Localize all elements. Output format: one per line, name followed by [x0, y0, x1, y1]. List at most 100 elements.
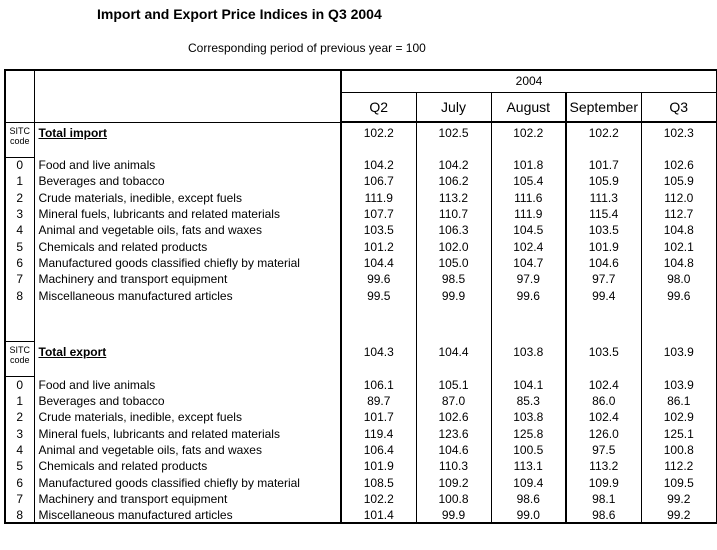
index-value-cell: 101.7	[340, 409, 416, 426]
index-value-cell: 104.6	[565, 254, 641, 272]
index-value-cell: 99.2	[640, 507, 717, 524]
index-value-cell: 102.6	[640, 157, 717, 174]
index-value-cell: 101.8	[490, 157, 566, 174]
total-value-cell: 104.4	[415, 341, 491, 377]
sitc-code-cell: 5	[16, 239, 24, 254]
header-row-months: Q2 July August September Q3	[5, 92, 717, 123]
index-value-cell: 101.7	[565, 157, 641, 174]
sitc-code-cell: 8	[16, 288, 24, 303]
sitc-code-cell: 3	[16, 426, 24, 441]
sitc-code-cell: 1	[16, 394, 24, 409]
sitc-code-cell: 2	[16, 190, 24, 205]
index-value-cell: 102.2	[340, 490, 416, 508]
total-row: SITC code Total export 104.3 104.4 103.8 103.5…	[5, 341, 717, 378]
commodity-label-cell: Miscellaneous manufactured articles	[33, 507, 341, 524]
sitc-code-cell: 0	[16, 158, 24, 173]
index-value-cell: 104.2	[340, 157, 416, 174]
commodity-label-cell: Beverages and tobacco	[33, 392, 341, 410]
commodity-label-cell: Mineral fuels, lubricants and related ma…	[33, 205, 341, 223]
index-value-cell: 126.0	[565, 425, 641, 442]
commodity-label-cell: Miscellaneous manufactured articles	[33, 287, 341, 304]
index-value-cell: 87.0	[415, 392, 491, 410]
sitc-code-cell: 6	[16, 255, 24, 270]
table-row: 5 Chemicals and related products 101.9 110.…	[5, 458, 717, 475]
spacer-cell	[415, 303, 491, 342]
index-value-cell: 105.4	[490, 173, 566, 190]
index-value-cell: 102.4	[565, 409, 641, 426]
index-value-cell: 99.6	[640, 287, 717, 304]
table-row: 8 Miscellaneous manufactured articles 99.5…	[5, 287, 717, 304]
index-value-cell: 102.4	[490, 238, 566, 255]
index-value-cell: 103.9	[640, 376, 717, 393]
sitc-code-cell: 5	[16, 459, 24, 474]
total-value-cell: 103.8	[490, 341, 566, 377]
sitc-code-cell: 4	[16, 443, 24, 457]
index-value-cell: 99.0	[490, 507, 566, 524]
commodity-label-cell: Food and live animals	[33, 157, 341, 174]
total-value-cell: 103.9	[640, 341, 717, 377]
sitc-code-cell: 6	[16, 475, 24, 490]
table-row: 4 Animal and vegetable oils, fats and wax…	[5, 441, 717, 459]
column-header-july: July	[415, 92, 491, 123]
index-value-cell: 104.2	[415, 157, 491, 174]
commodity-label-cell: Crude materials, inedible, except fuels	[33, 409, 341, 426]
sitc-label-line1: SITC	[9, 125, 30, 136]
index-value-cell: 101.4	[340, 507, 416, 524]
table-row: 3 Mineral fuels, lubricants and related m…	[5, 425, 717, 442]
commodity-label-cell: Chemicals and related products	[33, 238, 341, 255]
index-value-cell: 125.8	[490, 425, 566, 442]
commodity-label-cell: Chemicals and related products	[33, 458, 341, 475]
index-value-cell: 103.5	[565, 222, 641, 239]
sitc-code-cell: 8	[16, 507, 24, 522]
header-blank-code-cell	[5, 70, 34, 123]
sitc-code-cell: 7	[16, 272, 24, 287]
index-value-cell: 106.3	[415, 222, 491, 239]
index-value-cell: 115.4	[565, 205, 641, 223]
index-value-cell: 113.1	[490, 458, 566, 475]
commodity-label-cell: Crude materials, inedible, except fuels	[33, 189, 341, 206]
index-value-cell: 100.8	[640, 441, 717, 459]
index-value-cell: 105.9	[640, 173, 717, 190]
index-value-cell: 109.9	[565, 474, 641, 491]
index-value-cell: 98.5	[415, 271, 491, 288]
index-value-cell: 105.9	[565, 173, 641, 190]
table-row: 8 Miscellaneous manufactured articles 101.…	[5, 507, 717, 524]
index-value-cell: 99.9	[415, 287, 491, 304]
table-row: 1 Beverages and tobacco 89.7 87.0 85.3 86.0 86…	[5, 392, 717, 410]
spacer-cell	[33, 303, 341, 342]
total-value-cell: 102.5	[415, 122, 491, 157]
index-value-cell: 111.9	[490, 205, 566, 223]
table-row: 2 Crude materials, inedible, except fuels…	[5, 409, 717, 426]
index-value-cell: 86.1	[640, 392, 717, 410]
index-value-cell: 104.8	[640, 222, 717, 239]
index-value-cell: 110.3	[415, 458, 491, 475]
spacer-cell	[340, 303, 416, 342]
total-label-text: Total export	[38, 344, 107, 359]
index-value-cell: 104.4	[340, 254, 416, 272]
index-value-cell: 101.9	[340, 458, 416, 475]
total-label: Total import	[33, 122, 341, 157]
index-value-cell: 106.1	[340, 376, 416, 393]
total-value-cell: 102.2	[490, 122, 566, 157]
index-value-cell: 104.8	[640, 254, 717, 272]
table-row: 0 Food and live animals 106.1 105.1 104.1 102…	[5, 376, 717, 393]
table-row: 1 Beverages and tobacco 106.7 106.2 105.4 105…	[5, 173, 717, 190]
index-value-cell: 123.6	[415, 425, 491, 442]
total-value-cell: 103.5	[565, 341, 641, 377]
page-title: Import and Export Price Indices in Q3 20…	[97, 6, 382, 22]
table-row: 6 Manufactured goods classified chiefly b…	[5, 254, 717, 272]
sitc-code-label: SITC code	[5, 121, 34, 158]
index-value-cell: 97.5	[565, 441, 641, 459]
index-value-cell: 109.4	[490, 474, 566, 491]
index-value-cell: 105.1	[415, 376, 491, 393]
index-value-cell: 104.6	[415, 441, 491, 459]
page-subtitle: Corresponding period of previous year = …	[188, 41, 426, 55]
commodity-label-cell: Mineral fuels, lubricants and related ma…	[33, 425, 341, 442]
table-row: 0 Food and live animals 104.2 104.2 101.8 101…	[5, 157, 717, 174]
table-row: 5 Chemicals and related products 101.2 102.…	[5, 238, 717, 255]
table-row: 6 Manufactured goods classified chiefly b…	[5, 474, 717, 491]
index-value-cell: 98.1	[565, 490, 641, 508]
index-value-cell: 113.2	[415, 189, 491, 206]
index-value-cell: 100.8	[415, 490, 491, 508]
header-row-year: 2004	[5, 70, 717, 123]
